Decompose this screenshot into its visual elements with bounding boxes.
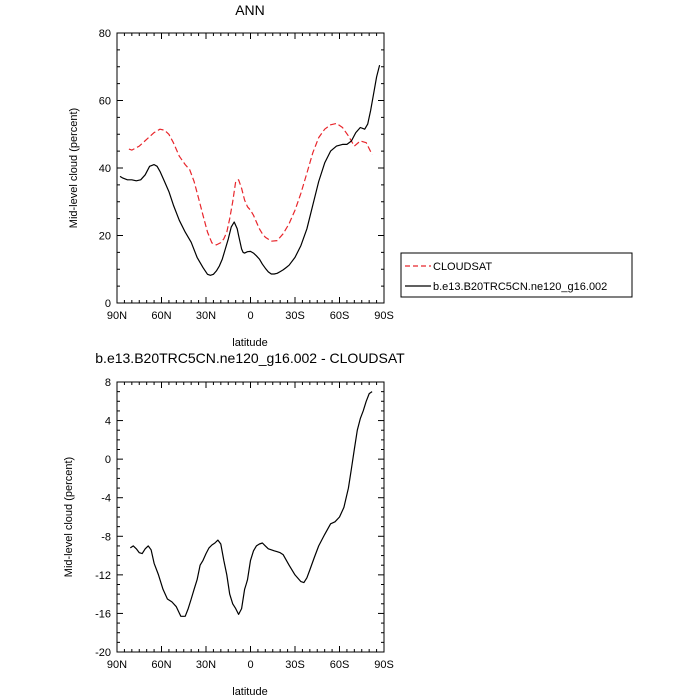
bottom-series-lines — [129, 391, 373, 617]
bottom-panel: b.e13.B20TRC5CN.ne120_g16.002 - CLOUDSAT… — [63, 350, 405, 698]
bottom-chart-title: b.e13.B20TRC5CN.ne120_g16.002 - CLOUDSAT — [95, 350, 405, 366]
legend-label-model: b.e13.B20TRC5CN.ne120_g16.002 — [433, 281, 607, 293]
top-series-line-1 — [119, 64, 381, 276]
top-y-tick-label: 40 — [99, 163, 111, 175]
bottom-y-axis-label: Mid-level cloud (percent) — [63, 457, 75, 577]
bottom-y-tick-label: 4 — [105, 416, 111, 428]
top-plot-frame — [116, 32, 385, 304]
top-panel: ANN 90N 60N 30N 0 30S 60S 90S 0 20 40 60 80 latitu… — [68, 2, 394, 349]
bottom-y-axis: -20 -16 -12 -8 -4 0 4 8 — [95, 377, 384, 659]
top-x-tick-label: 30S — [285, 310, 305, 322]
top-series-lines — [119, 64, 381, 276]
top-series-line-0 — [128, 122, 373, 246]
legend-label-cloudsat: CLOUDSAT — [433, 261, 492, 273]
bottom-x-tick-label: 60S — [330, 659, 350, 671]
bottom-series-line-0 — [129, 391, 373, 617]
bottom-x-tick-label: 30S — [285, 659, 305, 671]
bottom-y-tick-label: 0 — [105, 454, 111, 466]
bottom-x-axis-label: latitude — [232, 686, 267, 698]
bottom-y-tick-label: 8 — [105, 377, 111, 389]
top-y-tick-label: 20 — [99, 231, 111, 243]
bottom-x-tick-label: 30N — [196, 659, 216, 671]
bottom-x-tick-label: 90N — [107, 659, 127, 671]
bottom-plot-frame — [116, 381, 385, 653]
bottom-x-tick-label: 90S — [374, 659, 394, 671]
bottom-x-axis: 90N 60N 30N 0 30S 60S 90S — [107, 382, 394, 671]
top-x-tick-label: 30N — [196, 310, 216, 322]
top-x-axis: 90N 60N 30N 0 30S 60S 90S — [107, 33, 394, 322]
legend-box — [400, 252, 633, 298]
top-y-tick-label: 60 — [99, 96, 111, 108]
top-y-tick-label: 0 — [105, 298, 111, 310]
bottom-x-tick-label: 0 — [247, 659, 253, 671]
top-y-axis-label: Mid-level cloud (percent) — [68, 108, 80, 228]
top-x-tick-label: 0 — [247, 310, 253, 322]
top-x-tick-label: 60S — [330, 310, 350, 322]
bottom-y-tick-label: -12 — [95, 570, 111, 582]
bottom-y-tick-label: -4 — [101, 493, 111, 505]
bottom-y-tick-label: -16 — [95, 608, 111, 620]
top-chart-title: ANN — [235, 2, 265, 18]
bottom-y-tick-label: -20 — [95, 647, 111, 659]
top-x-tick-label: 90N — [107, 310, 127, 322]
bottom-x-tick-label: 60N — [151, 659, 171, 671]
top-y-tick-label: 80 — [99, 28, 111, 40]
legend: CLOUDSAT b.e13.B20TRC5CN.ne120_g16.002 — [400, 252, 633, 298]
top-x-tick-label: 90S — [374, 310, 394, 322]
top-y-axis: 0 20 40 60 80 — [99, 28, 384, 310]
top-x-tick-label: 60N — [151, 310, 171, 322]
bottom-y-tick-label: -8 — [101, 531, 111, 543]
top-x-axis-label: latitude — [232, 337, 267, 349]
